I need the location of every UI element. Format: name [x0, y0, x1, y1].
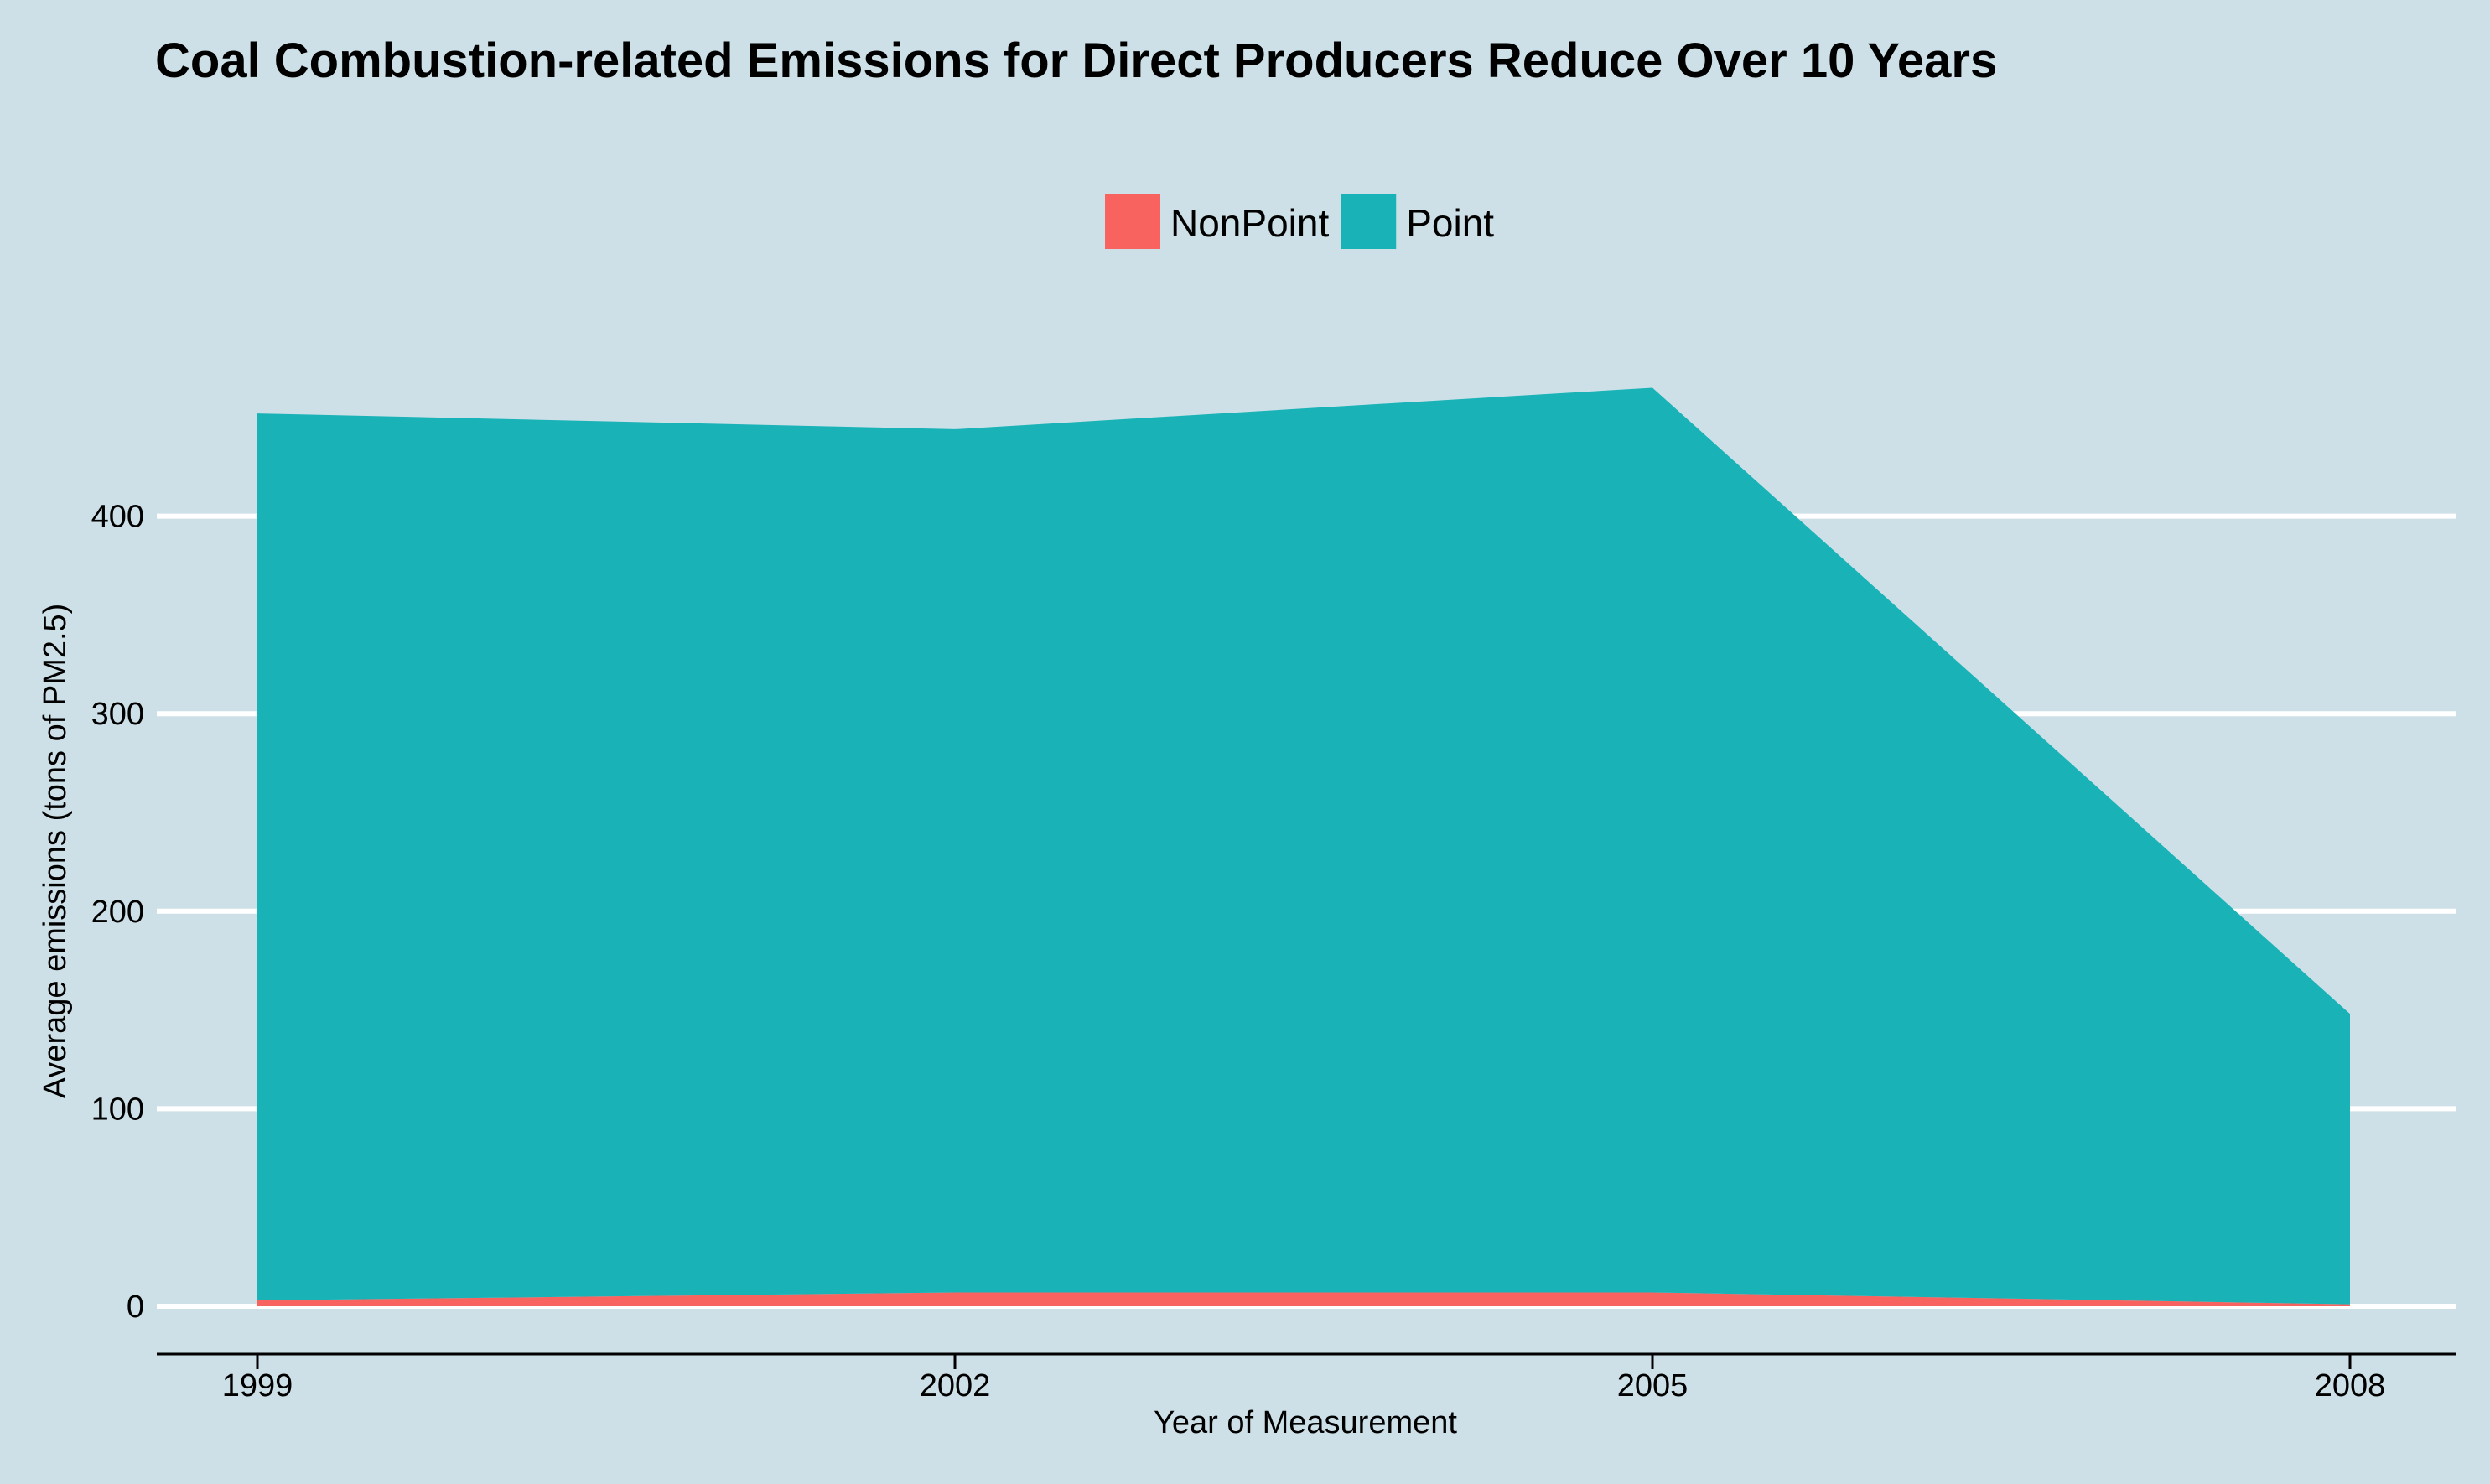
x-tick-label: 2002	[920, 1368, 991, 1404]
legend-label: NonPoint	[1170, 201, 1329, 245]
area-series	[257, 387, 2350, 1306]
y-tick-label: 300	[91, 697, 144, 732]
legend: NonPoint Point	[1105, 194, 1494, 249]
x-tick-labels: 1999 2002 2005 2008	[222, 1354, 2386, 1404]
y-axis-title: Average emissions (tons of PM2.5)	[38, 604, 73, 1099]
x-tick-label: 2005	[1617, 1368, 1689, 1404]
y-tick-label: 0	[127, 1289, 144, 1325]
y-tick-label: 200	[91, 895, 144, 930]
legend-item-nonpoint: NonPoint	[1105, 194, 1329, 249]
x-tick-label: 1999	[222, 1368, 293, 1404]
legend-swatch	[1341, 194, 1397, 249]
y-tick-labels: 0 100 200 300 400	[91, 500, 144, 1325]
x-tick-label: 2008	[2315, 1368, 2386, 1404]
x-axis-title: Year of Measurement	[1154, 1405, 1457, 1440]
legend-swatch	[1105, 194, 1160, 249]
y-tick-label: 400	[91, 500, 144, 535]
chart-title: Coal Combustion-related Emissions for Di…	[155, 34, 1997, 88]
legend-item-point: Point	[1341, 194, 1494, 249]
y-tick-label: 100	[91, 1092, 144, 1127]
legend-label: Point	[1406, 201, 1494, 245]
area-point	[257, 387, 2350, 1305]
area-nonpoint	[257, 1292, 2350, 1306]
